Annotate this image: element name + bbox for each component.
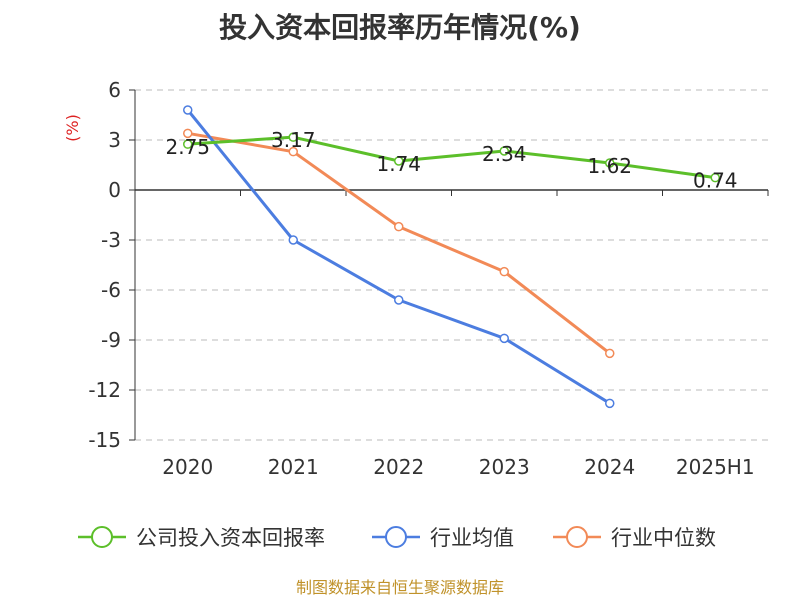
data-point [183, 139, 193, 149]
axis-layer: 6 3 0 -3 -6 -9 -12 -15 2020 2021 2022 2023 2024 2025H… [63, 78, 769, 479]
data-label-layer: 2.75 3.17 1.74 2.34 1.62 0.74 [165, 128, 737, 193]
y-axis-unit: (%) [63, 114, 82, 142]
data-point [499, 333, 509, 344]
legend-marker [385, 526, 407, 548]
legend: 公司投入资本回报率 行业均值 行业中位数 [78, 526, 716, 550]
data-point [394, 221, 404, 232]
data-point [605, 158, 615, 168]
legend-label: 行业均值 [430, 526, 514, 550]
data-point [499, 146, 509, 156]
legend-label: 行业中位数 [611, 526, 716, 550]
data-point [499, 266, 509, 277]
data-label: 2.75 [165, 135, 210, 159]
data-point [288, 132, 298, 142]
data-point [183, 105, 193, 115]
y-tick-label: -9 [101, 328, 121, 352]
data-point [394, 295, 404, 305]
series-line [187, 135, 716, 180]
x-tick-label: 2023 [479, 455, 530, 479]
y-tick-label: 0 [108, 178, 121, 202]
data-label: 1.62 [587, 154, 632, 178]
data-label: 1.74 [376, 152, 421, 176]
legend-marker [91, 526, 113, 548]
chart-title: 投入资本回报率历年情况(%) [219, 11, 581, 44]
data-point [288, 235, 298, 245]
x-tick-label: 2020 [162, 455, 213, 479]
source-note: 制图数据来自恒生聚源数据库 [295, 578, 504, 597]
legend-label: 公司投入资本回报率 [136, 526, 325, 550]
y-tick-label: 3 [108, 128, 121, 152]
legend-marker [566, 526, 588, 548]
data-point [605, 398, 615, 409]
data-point [183, 128, 193, 139]
y-tick-label: -3 [101, 228, 121, 252]
data-label: 0.74 [693, 169, 738, 193]
data-label: 2.34 [482, 142, 527, 166]
x-tick-label: 2025H1 [676, 455, 755, 479]
x-tick-label: 2022 [373, 455, 424, 479]
data-point [605, 348, 615, 359]
y-tick-label: 6 [108, 78, 121, 102]
x-tick-label: 2021 [268, 455, 319, 479]
y-tick-label: -12 [88, 378, 121, 402]
data-label: 3.17 [271, 128, 316, 152]
data-point [394, 156, 404, 166]
data-point [710, 172, 720, 183]
series-layer [183, 105, 720, 409]
x-tick-label: 2024 [584, 455, 635, 479]
y-tick-label: -6 [101, 278, 121, 302]
data-point [288, 146, 298, 157]
y-tick-label: -15 [88, 428, 121, 452]
